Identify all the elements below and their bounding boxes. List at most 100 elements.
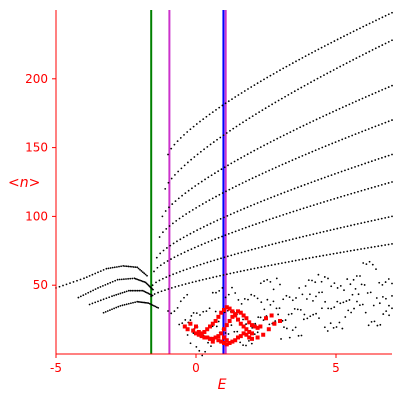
black-point — [388, 304, 390, 307]
black-point — [250, 342, 253, 345]
black-point — [230, 254, 233, 257]
black-point — [199, 120, 201, 123]
black-point — [116, 266, 118, 268]
black-point — [87, 291, 90, 294]
black-point — [272, 288, 275, 291]
black-point — [164, 210, 167, 212]
red-point — [216, 314, 221, 319]
black-point — [263, 199, 266, 202]
x-tick-label: 5 — [332, 361, 340, 375]
black-point — [367, 246, 369, 249]
red-point — [182, 324, 187, 329]
black-point — [322, 254, 325, 257]
black-point — [345, 62, 348, 65]
black-point — [163, 262, 166, 264]
black-point — [275, 277, 278, 280]
black-point — [256, 266, 259, 269]
black-point — [211, 291, 214, 294]
black-point — [268, 169, 271, 172]
black-point — [346, 33, 349, 36]
black-point — [168, 225, 171, 227]
black-point — [72, 281, 75, 283]
black-point — [311, 256, 314, 259]
black-point — [85, 276, 88, 279]
black-point — [295, 209, 298, 212]
black-point — [79, 295, 82, 298]
red-point — [196, 332, 201, 337]
black-point — [353, 223, 356, 226]
black-point — [253, 149, 256, 152]
black-point — [264, 171, 267, 173]
black-point — [97, 300, 99, 303]
black-point — [268, 323, 271, 326]
black-point — [291, 299, 294, 302]
black-point — [224, 234, 227, 237]
black-point — [104, 283, 107, 286]
black-point — [320, 177, 323, 180]
black-point — [288, 239, 291, 241]
black-point — [356, 300, 358, 303]
black-point — [223, 166, 226, 169]
black-point — [157, 307, 160, 309]
black-point — [355, 100, 357, 103]
black-point — [327, 175, 330, 178]
black-point — [243, 155, 246, 157]
black-point — [367, 128, 370, 130]
black-point — [271, 168, 274, 170]
black-point — [260, 301, 263, 304]
black-point — [318, 291, 320, 294]
black-point — [192, 231, 195, 233]
black-point — [131, 277, 134, 280]
black-point — [184, 319, 187, 321]
black-point — [350, 192, 353, 195]
black-point — [201, 203, 204, 205]
black-point — [221, 104, 224, 107]
black-point — [381, 283, 384, 286]
black-point — [244, 250, 246, 253]
black-point — [209, 222, 212, 225]
black-point — [205, 278, 208, 280]
black-point — [274, 242, 277, 245]
black-point — [304, 285, 307, 287]
black-point — [202, 310, 205, 313]
black-point — [250, 268, 252, 271]
black-point — [247, 249, 250, 252]
black-point — [374, 219, 376, 222]
black-point — [143, 281, 146, 283]
red-point — [269, 313, 274, 318]
black-point — [176, 306, 179, 309]
black-point — [113, 294, 115, 297]
black-point — [183, 251, 186, 254]
black-point — [79, 278, 82, 281]
black-series — [55, 11, 393, 357]
black-point — [102, 268, 105, 271]
black-point — [367, 187, 370, 190]
black-point — [243, 207, 246, 210]
black-point — [251, 177, 254, 180]
black-point — [99, 299, 102, 302]
black-point — [208, 307, 211, 310]
red-point — [205, 335, 210, 340]
black-point — [285, 65, 288, 68]
black-point — [313, 180, 316, 183]
red-point — [241, 331, 246, 336]
black-point — [288, 296, 291, 299]
black-point — [346, 278, 349, 280]
black-point — [175, 272, 178, 274]
black-point — [189, 319, 192, 321]
black-point — [364, 162, 367, 165]
red-point — [210, 336, 215, 341]
black-point — [387, 278, 390, 280]
black-point — [295, 60, 297, 63]
black-point — [301, 293, 304, 296]
red-point — [250, 331, 254, 336]
black-point — [361, 97, 364, 100]
black-point — [196, 153, 199, 156]
black-point — [148, 293, 151, 296]
black-point — [361, 53, 364, 56]
black-point — [327, 277, 329, 280]
black-point — [123, 303, 126, 306]
black-point — [146, 274, 148, 277]
black-point — [226, 255, 229, 258]
black-point — [205, 310, 208, 312]
